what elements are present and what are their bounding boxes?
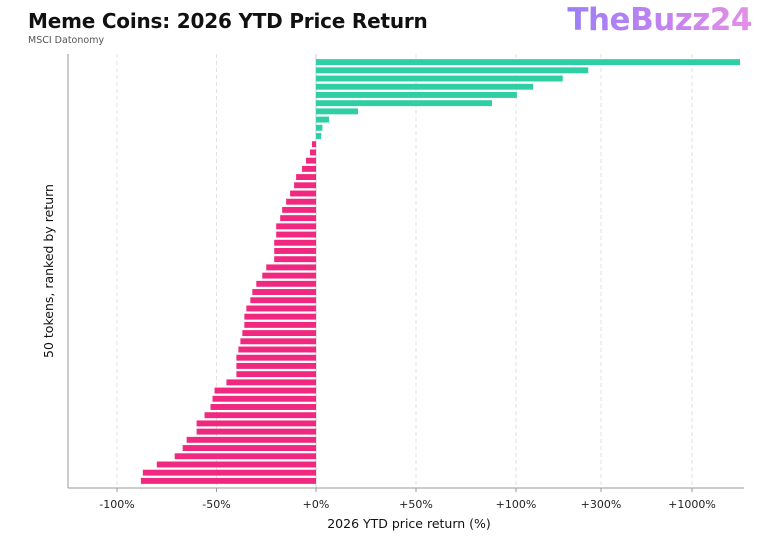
bar-15 (296, 174, 316, 181)
bar-52 (140, 477, 316, 484)
y-axis-label: 50 tokens, ranked by return (41, 184, 56, 358)
chart-title: Meme Coins: 2026 YTD Price Return (28, 9, 428, 33)
bar-46 (196, 428, 316, 435)
chart-subtitle: MSCI Datonomy (28, 35, 105, 46)
bar-21 (276, 223, 316, 230)
x-tick-label: -100% (99, 498, 134, 511)
bar-24 (274, 248, 316, 254)
bar-40 (226, 379, 316, 386)
x-tick-labels: -100% -50% +0% +50% +100% +300% +1000% (99, 488, 716, 511)
bar-27 (262, 272, 316, 279)
bar-3 (316, 75, 563, 82)
bar-2 (316, 67, 589, 74)
bar-48 (182, 445, 316, 452)
bar-32 (244, 313, 316, 320)
bar-10 (316, 133, 322, 139)
bar-8 (316, 116, 329, 123)
bar-7 (316, 108, 358, 115)
bar-23 (274, 239, 316, 246)
axes (67, 54, 744, 489)
bar-17 (290, 190, 316, 197)
bar-14 (302, 165, 316, 172)
bar-34 (242, 330, 316, 337)
bar-5 (316, 91, 517, 98)
bar-38 (236, 362, 316, 369)
bar-45 (196, 420, 316, 427)
bar-20 (280, 215, 316, 222)
bar-31 (246, 305, 316, 312)
bar-47 (186, 436, 316, 443)
bar-18 (286, 198, 316, 205)
x-tick-label: +0% (303, 498, 330, 511)
bar-19 (282, 206, 316, 213)
bar-29 (252, 289, 316, 295)
bar-35 (240, 338, 316, 345)
bar-1 (316, 59, 740, 66)
x-tick-label: +50% (399, 498, 433, 511)
bar-9 (316, 124, 323, 131)
bar-37 (236, 354, 316, 361)
bar-50 (156, 461, 316, 468)
bar-43 (210, 404, 316, 410)
bar-12 (310, 149, 316, 156)
bar-28 (256, 280, 316, 287)
bar-33 (244, 321, 316, 328)
bar-41 (214, 387, 316, 394)
bar-11 (312, 141, 316, 148)
bar-13 (306, 157, 316, 164)
bar-30 (250, 297, 316, 304)
bar-6 (316, 100, 492, 107)
bar-44 (204, 412, 316, 419)
bar-16 (294, 182, 316, 189)
bar-22 (276, 231, 316, 238)
bar-4 (316, 83, 533, 90)
x-tick-label: +1000% (668, 498, 716, 511)
x-axis-label: 2026 YTD price return (%) (327, 516, 491, 531)
x-tick-label: -50% (202, 498, 230, 511)
brand-logo: TheBuzz24 (567, 2, 752, 38)
bar-26 (266, 264, 316, 271)
bar-42 (212, 395, 316, 402)
bar-25 (274, 256, 316, 263)
bar-49 (174, 453, 316, 460)
x-tick-label: +300% (581, 498, 622, 511)
x-tick-label: +100% (496, 498, 537, 511)
bar-36 (238, 346, 316, 353)
bar-39 (236, 371, 316, 378)
bars (140, 59, 740, 484)
bar-51 (142, 469, 316, 476)
